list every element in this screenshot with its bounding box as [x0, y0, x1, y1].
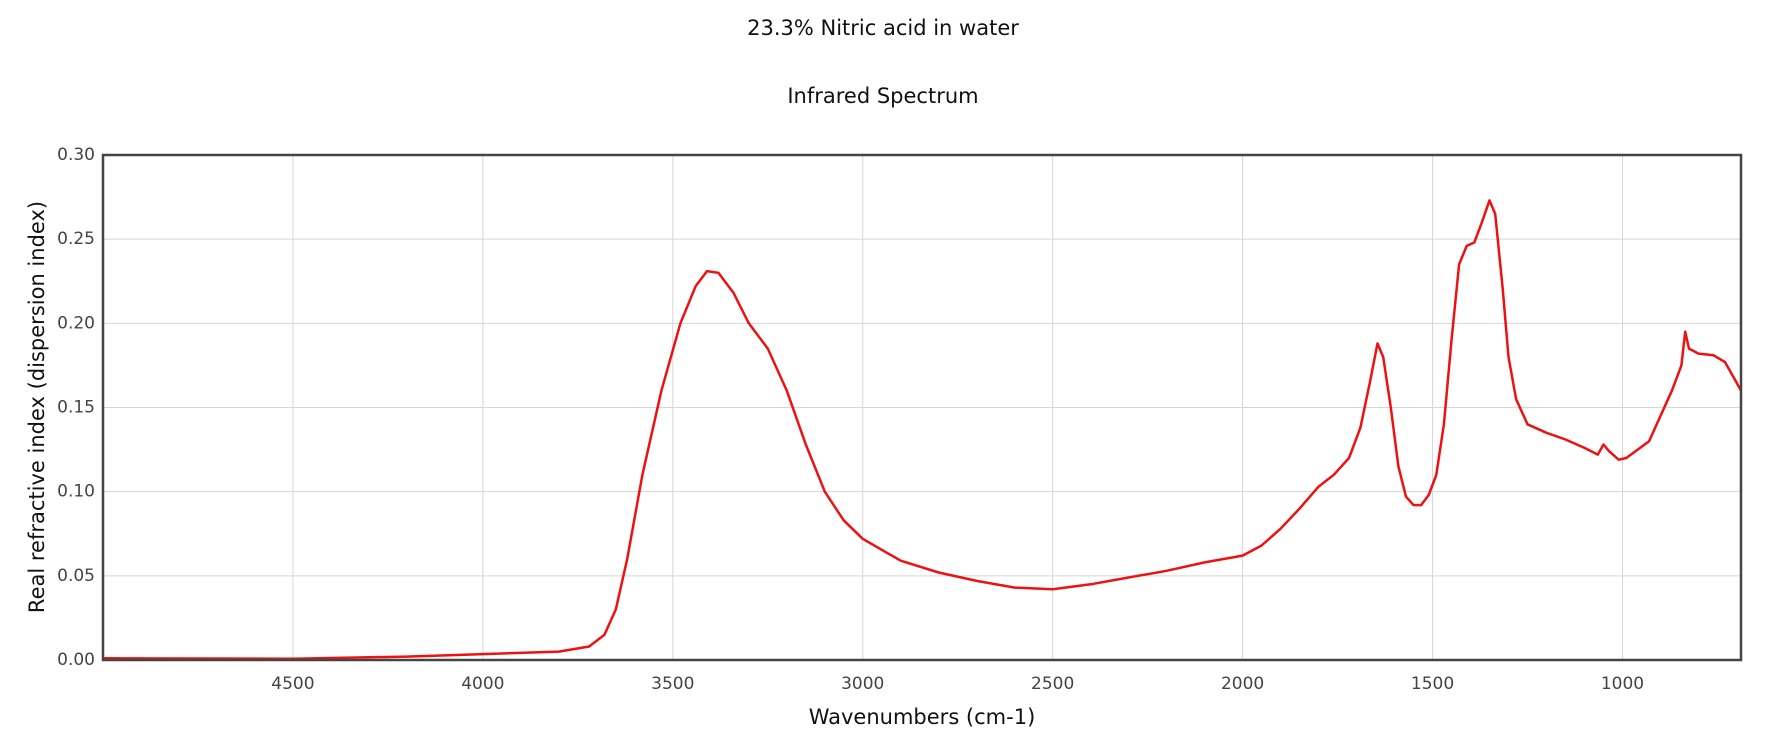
x-tick-label: 1500	[1411, 674, 1454, 694]
y-tick-label: 0.10	[57, 482, 95, 502]
chart-title: 23.3% Nitric acid in water	[747, 16, 1019, 40]
x-tick-label: 4500	[271, 674, 314, 694]
x-tick-label: 1000	[1601, 674, 1644, 694]
plot-frame	[101, 153, 1743, 662]
x-tick-label: 3500	[651, 674, 694, 694]
data-line	[102, 199, 1743, 660]
y-tick-label: 0.20	[57, 313, 95, 333]
y-tick-label: 0.30	[57, 145, 95, 165]
y-tick-label: 0.15	[57, 398, 95, 418]
x-axis-title: Wavenumbers (cm-1)	[809, 705, 1036, 729]
x-tick-label: 3000	[841, 674, 884, 694]
x-tick-label: 2000	[1221, 674, 1264, 694]
x-tick-label: 4000	[461, 674, 504, 694]
y-tick-label: 0.25	[57, 229, 95, 249]
y-tick-label: 0.00	[57, 650, 95, 670]
y-tick-label: 0.05	[57, 566, 95, 586]
x-tick-label: 2500	[1031, 674, 1074, 694]
y-axis-title: Real refractive index (dispersion index)	[25, 201, 49, 613]
chart-subtitle: Infrared Spectrum	[787, 84, 978, 108]
